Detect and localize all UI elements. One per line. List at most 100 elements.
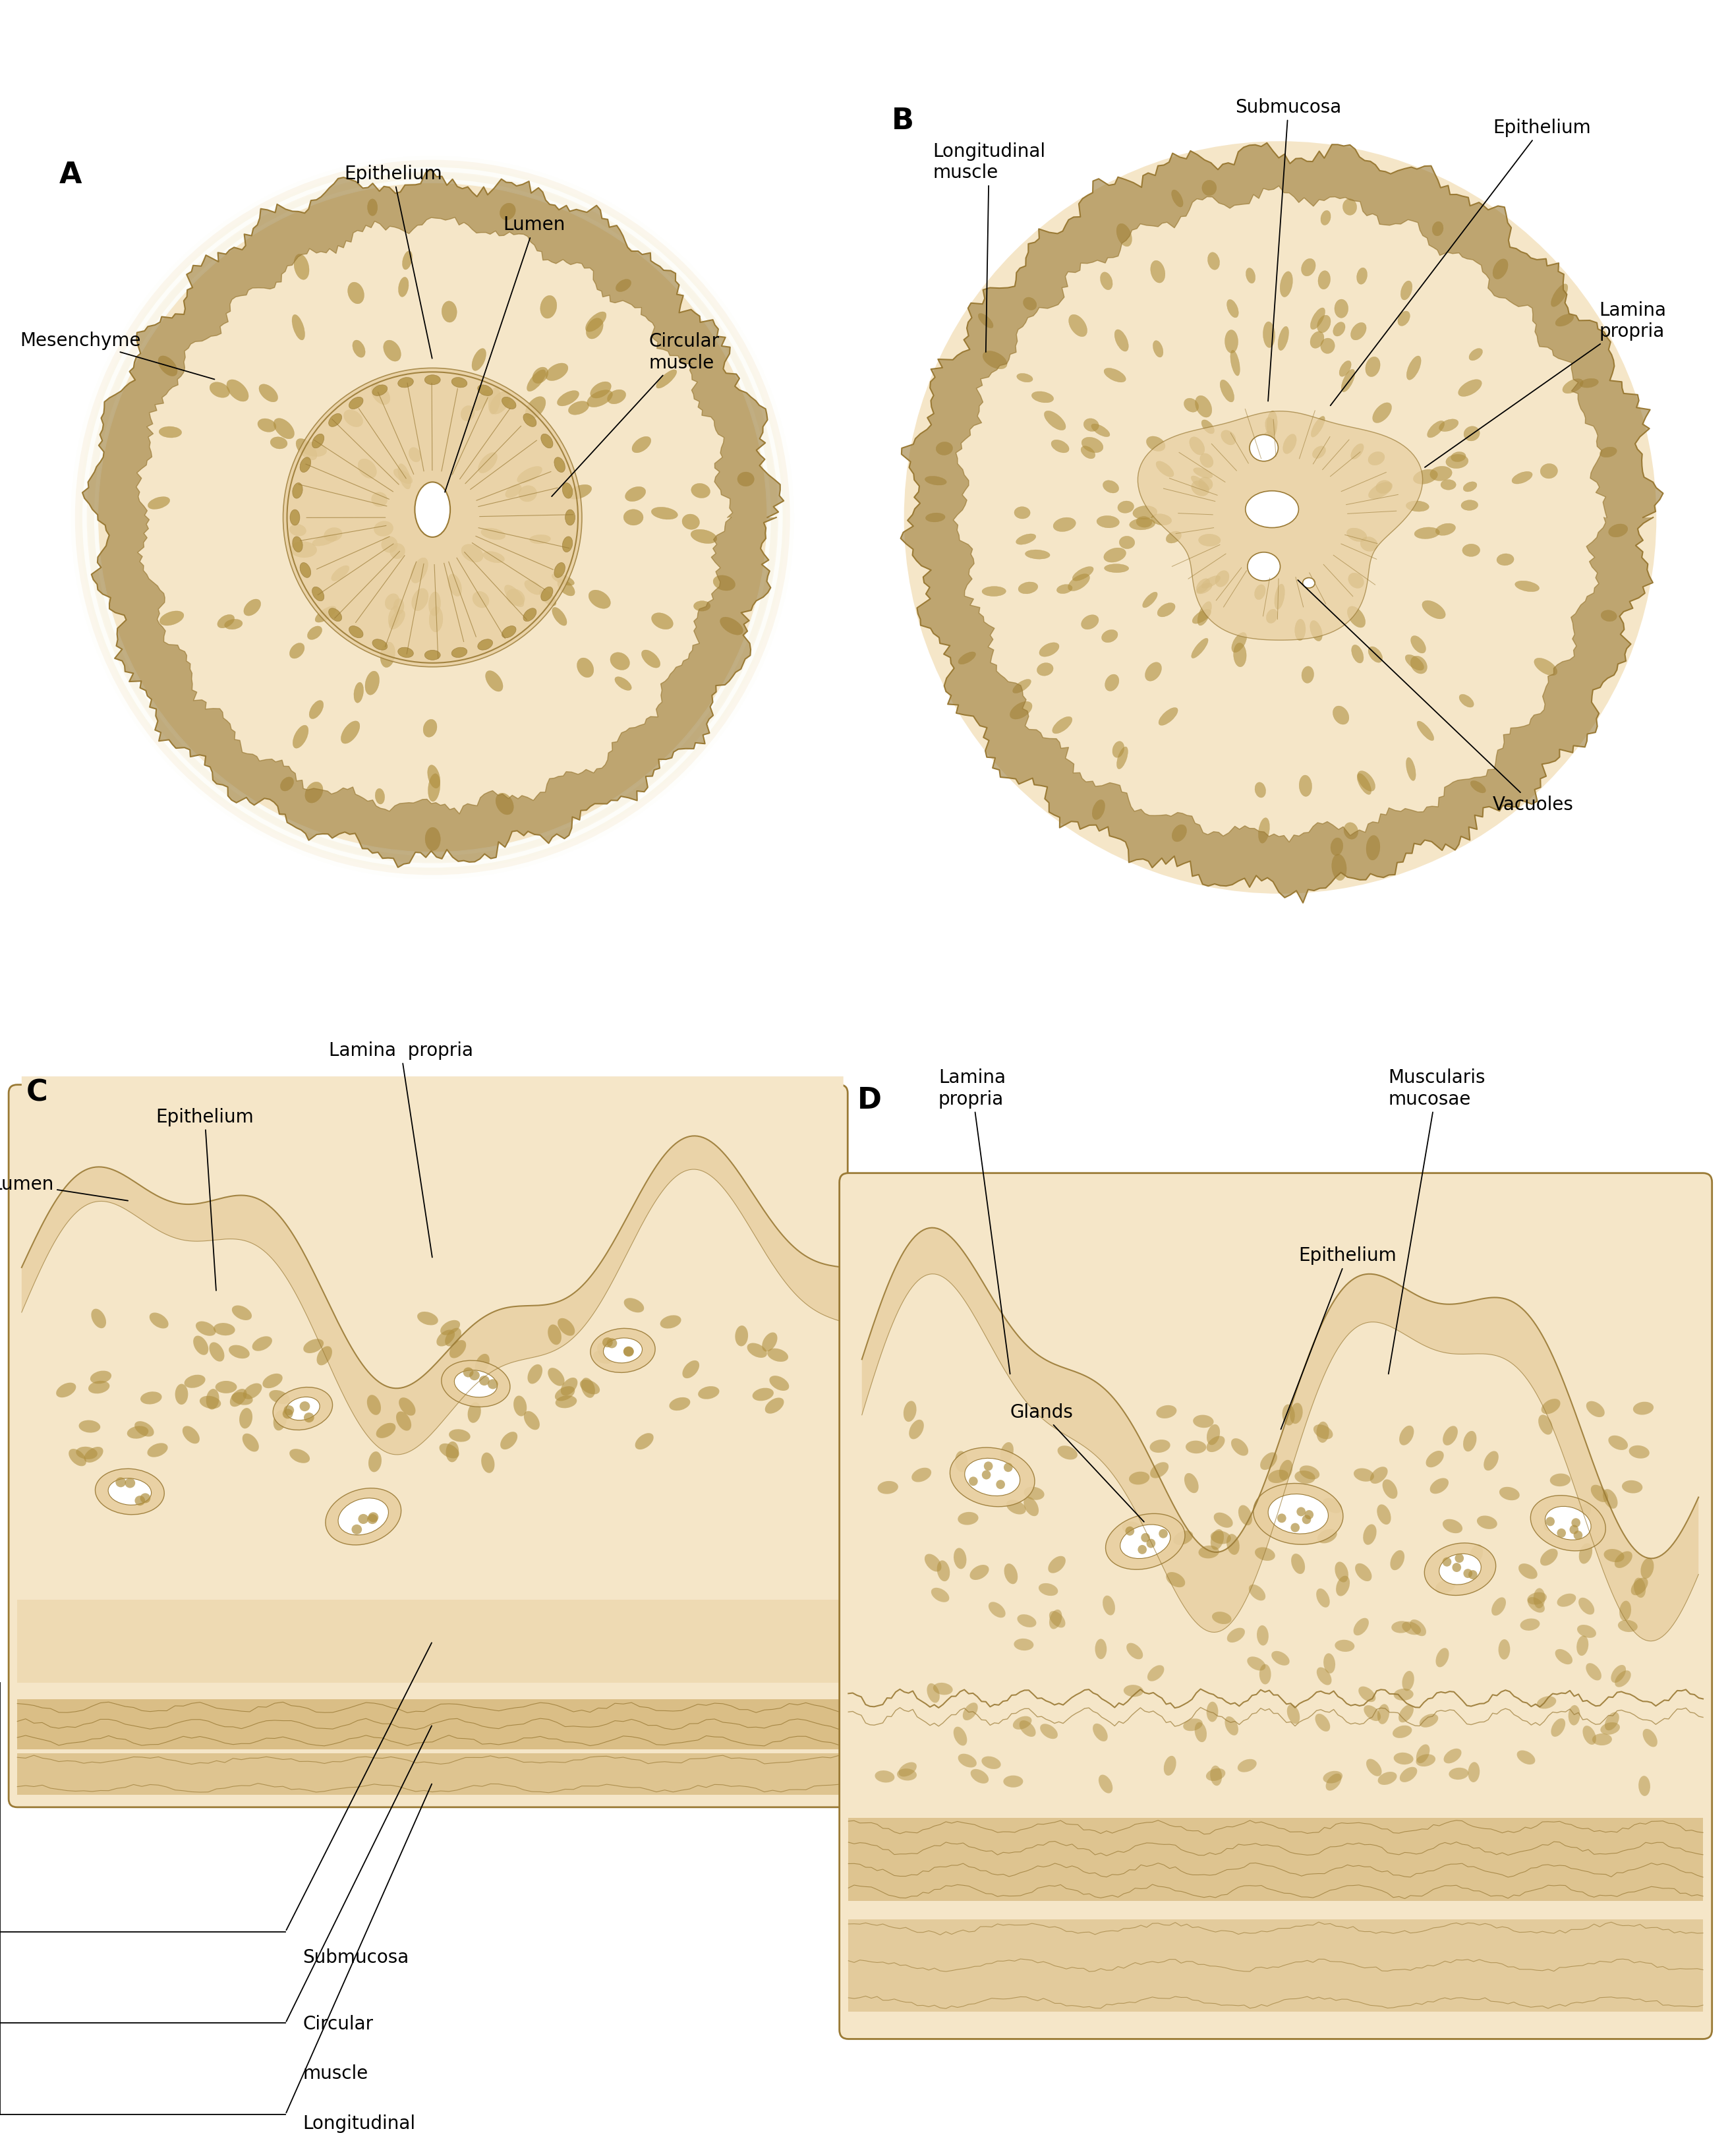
Ellipse shape bbox=[1019, 1720, 1036, 1738]
Ellipse shape bbox=[1422, 602, 1446, 619]
Circle shape bbox=[358, 1514, 368, 1524]
Ellipse shape bbox=[1405, 655, 1424, 671]
Ellipse shape bbox=[1528, 1591, 1547, 1604]
Ellipse shape bbox=[1164, 1755, 1176, 1777]
Ellipse shape bbox=[1323, 1770, 1342, 1783]
Ellipse shape bbox=[372, 638, 388, 651]
Ellipse shape bbox=[1512, 472, 1533, 483]
Ellipse shape bbox=[365, 671, 379, 694]
Ellipse shape bbox=[157, 356, 176, 375]
Ellipse shape bbox=[441, 1360, 510, 1408]
Ellipse shape bbox=[1576, 1503, 1592, 1522]
Ellipse shape bbox=[467, 1401, 481, 1423]
Ellipse shape bbox=[1535, 658, 1557, 675]
Ellipse shape bbox=[1398, 1705, 1413, 1723]
Ellipse shape bbox=[1012, 1716, 1031, 1729]
Ellipse shape bbox=[1199, 1546, 1220, 1559]
Polygon shape bbox=[83, 170, 784, 867]
Ellipse shape bbox=[1332, 854, 1346, 880]
Ellipse shape bbox=[1630, 1445, 1649, 1457]
Ellipse shape bbox=[452, 647, 467, 658]
Ellipse shape bbox=[1569, 1705, 1579, 1725]
Ellipse shape bbox=[1190, 476, 1209, 492]
Ellipse shape bbox=[1225, 330, 1239, 354]
Ellipse shape bbox=[1609, 1436, 1628, 1451]
Ellipse shape bbox=[263, 1373, 282, 1388]
Circle shape bbox=[983, 1470, 991, 1479]
Ellipse shape bbox=[244, 599, 261, 617]
Ellipse shape bbox=[1382, 1479, 1398, 1498]
Ellipse shape bbox=[1470, 780, 1486, 793]
Ellipse shape bbox=[228, 1345, 249, 1358]
Ellipse shape bbox=[1119, 537, 1135, 550]
Ellipse shape bbox=[1377, 1703, 1389, 1725]
Ellipse shape bbox=[1000, 1442, 1014, 1462]
Ellipse shape bbox=[962, 1703, 977, 1720]
Ellipse shape bbox=[1133, 507, 1157, 520]
Ellipse shape bbox=[1336, 1641, 1355, 1651]
Ellipse shape bbox=[372, 384, 389, 405]
Circle shape bbox=[284, 369, 581, 666]
Ellipse shape bbox=[427, 765, 439, 789]
Ellipse shape bbox=[1368, 453, 1384, 466]
Ellipse shape bbox=[337, 1498, 389, 1535]
Ellipse shape bbox=[932, 1682, 953, 1695]
Text: Longitudinal
muscle: Longitudinal muscle bbox=[932, 142, 1045, 351]
Circle shape bbox=[282, 1408, 292, 1419]
Ellipse shape bbox=[1427, 420, 1445, 438]
Ellipse shape bbox=[505, 584, 524, 608]
Ellipse shape bbox=[1040, 642, 1059, 658]
Ellipse shape bbox=[625, 1298, 644, 1313]
Ellipse shape bbox=[1377, 1772, 1396, 1785]
Ellipse shape bbox=[1600, 610, 1618, 621]
Ellipse shape bbox=[971, 1565, 990, 1580]
Ellipse shape bbox=[1156, 461, 1173, 476]
Ellipse shape bbox=[159, 427, 182, 438]
Text: Vacuoles: Vacuoles bbox=[1298, 580, 1574, 815]
Ellipse shape bbox=[218, 614, 234, 627]
Ellipse shape bbox=[652, 612, 673, 630]
Ellipse shape bbox=[1310, 621, 1322, 640]
Circle shape bbox=[125, 1479, 135, 1488]
Ellipse shape bbox=[578, 658, 593, 677]
Text: Lamina  propria: Lamina propria bbox=[329, 1041, 472, 1257]
Ellipse shape bbox=[682, 513, 699, 530]
Ellipse shape bbox=[1443, 1425, 1458, 1445]
Ellipse shape bbox=[1498, 1639, 1510, 1660]
Ellipse shape bbox=[1220, 379, 1233, 401]
Ellipse shape bbox=[386, 593, 400, 610]
Ellipse shape bbox=[1484, 1451, 1498, 1470]
Ellipse shape bbox=[567, 485, 592, 498]
Ellipse shape bbox=[372, 492, 388, 507]
Ellipse shape bbox=[1334, 300, 1348, 317]
Ellipse shape bbox=[692, 483, 709, 498]
Ellipse shape bbox=[1230, 349, 1240, 375]
Ellipse shape bbox=[988, 1602, 1005, 1617]
Ellipse shape bbox=[1294, 1470, 1315, 1483]
Ellipse shape bbox=[1458, 694, 1474, 707]
Ellipse shape bbox=[1185, 1440, 1206, 1453]
Ellipse shape bbox=[1268, 1494, 1329, 1533]
Ellipse shape bbox=[448, 573, 462, 597]
Ellipse shape bbox=[1221, 431, 1235, 444]
Ellipse shape bbox=[1313, 446, 1325, 459]
Ellipse shape bbox=[1339, 360, 1351, 377]
Ellipse shape bbox=[1578, 1598, 1595, 1615]
Ellipse shape bbox=[552, 608, 567, 625]
Ellipse shape bbox=[304, 783, 324, 802]
Ellipse shape bbox=[1410, 636, 1426, 653]
Ellipse shape bbox=[1410, 1619, 1426, 1636]
Ellipse shape bbox=[1225, 1716, 1239, 1736]
Ellipse shape bbox=[398, 278, 408, 298]
Ellipse shape bbox=[1123, 1684, 1144, 1697]
Ellipse shape bbox=[483, 552, 505, 563]
Ellipse shape bbox=[507, 589, 524, 606]
Ellipse shape bbox=[426, 828, 441, 852]
Ellipse shape bbox=[623, 509, 644, 526]
Ellipse shape bbox=[1562, 379, 1583, 392]
Ellipse shape bbox=[1391, 1550, 1405, 1570]
Ellipse shape bbox=[427, 774, 439, 802]
Ellipse shape bbox=[1254, 584, 1265, 599]
Ellipse shape bbox=[292, 724, 308, 748]
Ellipse shape bbox=[398, 464, 412, 489]
